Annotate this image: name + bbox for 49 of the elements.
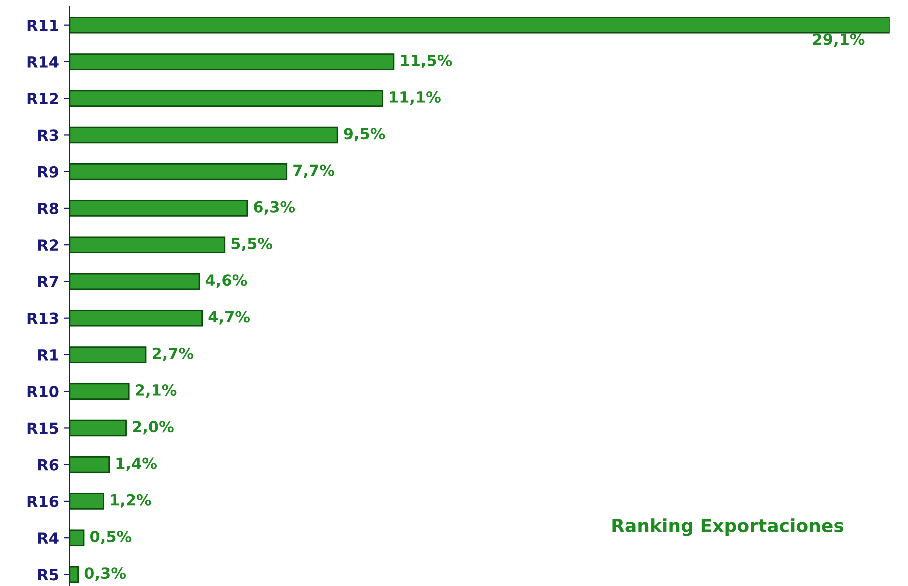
- bar: [70, 236, 226, 254]
- y-tick-label: R14: [28, 56, 59, 68]
- data-label: 6,3%: [254, 201, 296, 215]
- y-tick-label: R1: [38, 350, 58, 361]
- data-label: 5,5%: [232, 238, 273, 252]
- y-tick-label: R12: [28, 93, 58, 104]
- bar: [70, 54, 395, 70]
- bar: [70, 530, 85, 546]
- bar: [70, 493, 104, 510]
- bar: [70, 126, 338, 144]
- data-label: 0,5%: [90, 530, 132, 544]
- data-label: 4,7%: [208, 311, 250, 325]
- data-label: 0,3%: [84, 568, 126, 582]
- data-label: 7,7%: [294, 164, 334, 178]
- y-tick-label: R8: [38, 202, 59, 214]
- data-label: 29,1%: [813, 34, 865, 48]
- bar: [70, 273, 200, 290]
- y-tick-label: R10: [28, 386, 59, 398]
- y-tick-label: R16: [28, 496, 59, 508]
- y-tick-label: R11: [28, 20, 58, 32]
- data-label: 11,5%: [401, 54, 452, 68]
- data-label: 1,4%: [116, 458, 157, 472]
- y-tick-label: R2: [38, 240, 58, 251]
- bar: [70, 566, 80, 584]
- bar: [70, 383, 130, 400]
- y-tick-label: R4: [38, 532, 59, 544]
- bar: [70, 310, 204, 327]
- bar: [70, 16, 890, 34]
- data-label: 2,7%: [152, 348, 194, 362]
- bar: [70, 200, 248, 217]
- bar: [70, 420, 127, 437]
- data-label: 2,0%: [133, 421, 174, 435]
- data-label: 9,5%: [344, 128, 386, 142]
- data-label: 11,1%: [390, 91, 441, 105]
- y-tick-label: R6: [38, 459, 59, 471]
- bar: [70, 163, 288, 180]
- y-tick-label: R3: [38, 130, 58, 142]
- y-tick-label: R15: [28, 422, 58, 434]
- text: Ranking Exportaciones: [612, 518, 844, 536]
- bar: [70, 346, 147, 364]
- y-tick-label: R7: [38, 276, 58, 288]
- y-tick-label: R9: [38, 166, 59, 178]
- bar: [70, 90, 384, 107]
- data-label: 4,6%: [206, 274, 248, 288]
- y-tick-label: R5: [38, 569, 58, 581]
- data-label: 2,1%: [136, 384, 177, 398]
- bar: [70, 456, 110, 474]
- data-label: 1,2%: [111, 494, 152, 508]
- y-tick-label: R13: [28, 312, 58, 324]
